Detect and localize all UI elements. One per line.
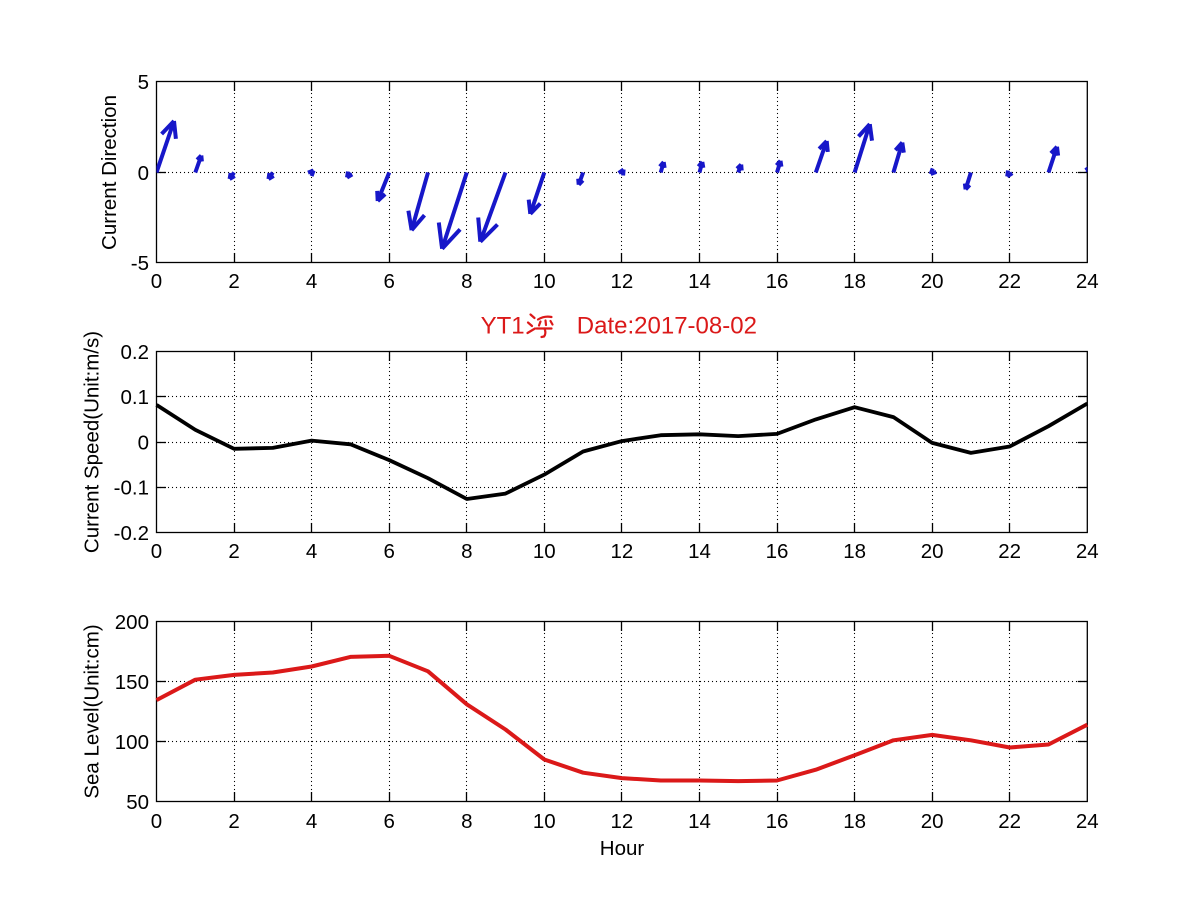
- svg-text:-5: -5: [131, 252, 149, 275]
- svg-text:0: 0: [138, 162, 149, 185]
- svg-text:YT1: YT1: [481, 313, 525, 340]
- svg-text:12: 12: [610, 540, 633, 563]
- svg-text:0: 0: [151, 270, 162, 293]
- svg-text:14: 14: [688, 540, 711, 563]
- svg-text:-0.2: -0.2: [114, 522, 149, 545]
- svg-text:0.2: 0.2: [121, 341, 150, 364]
- svg-text:100: 100: [115, 731, 149, 754]
- svg-text:18: 18: [843, 270, 866, 293]
- svg-text:8: 8: [461, 540, 472, 563]
- svg-text:20: 20: [921, 540, 944, 563]
- svg-text:16: 16: [766, 810, 789, 833]
- svg-text:4: 4: [306, 270, 317, 293]
- svg-text:0: 0: [151, 540, 162, 563]
- svg-text:0: 0: [151, 810, 162, 833]
- svg-text:2: 2: [228, 540, 239, 563]
- svg-text:18: 18: [843, 540, 866, 563]
- svg-text:18: 18: [843, 810, 866, 833]
- svg-text:Current Direction: Current Direction: [98, 95, 121, 250]
- svg-text:24: 24: [1076, 270, 1099, 293]
- svg-text:20: 20: [921, 810, 944, 833]
- svg-text:150: 150: [115, 671, 149, 694]
- svg-text:10: 10: [533, 540, 556, 563]
- svg-text:8: 8: [461, 810, 472, 833]
- svg-text:0: 0: [138, 431, 149, 454]
- svg-text:6: 6: [383, 810, 394, 833]
- svg-text:2: 2: [228, 270, 239, 293]
- svg-text:10: 10: [533, 810, 556, 833]
- svg-text:4: 4: [306, 810, 317, 833]
- svg-text:Date:2017-08-02: Date:2017-08-02: [577, 313, 757, 340]
- svg-text:24: 24: [1076, 810, 1099, 833]
- svg-text:12: 12: [610, 270, 633, 293]
- svg-text:22: 22: [998, 810, 1021, 833]
- svg-text:6: 6: [383, 540, 394, 563]
- svg-text:24: 24: [1076, 540, 1099, 563]
- svg-text:Sea Level(Unit:cm): Sea Level(Unit:cm): [80, 624, 103, 798]
- svg-text:0.1: 0.1: [121, 386, 150, 409]
- svg-text:8: 8: [461, 270, 472, 293]
- svg-text:Hour: Hour: [600, 837, 645, 860]
- svg-text:200: 200: [115, 611, 149, 634]
- svg-text:14: 14: [688, 270, 711, 293]
- svg-text:16: 16: [766, 270, 789, 293]
- svg-text:20: 20: [921, 270, 944, 293]
- svg-text:50: 50: [126, 791, 149, 814]
- svg-text:22: 22: [998, 540, 1021, 563]
- svg-text:-0.1: -0.1: [114, 477, 149, 500]
- svg-text:5: 5: [138, 71, 149, 94]
- svg-text:4: 4: [306, 540, 317, 563]
- svg-text:12: 12: [610, 810, 633, 833]
- svg-text:16: 16: [766, 540, 789, 563]
- svg-text:Current Speed(Unit:m/s): Current Speed(Unit:m/s): [80, 331, 103, 553]
- svg-text:10: 10: [533, 270, 556, 293]
- svg-text:22: 22: [998, 270, 1021, 293]
- svg-text:6: 6: [383, 270, 394, 293]
- svg-text:2: 2: [228, 810, 239, 833]
- svg-text:14: 14: [688, 810, 711, 833]
